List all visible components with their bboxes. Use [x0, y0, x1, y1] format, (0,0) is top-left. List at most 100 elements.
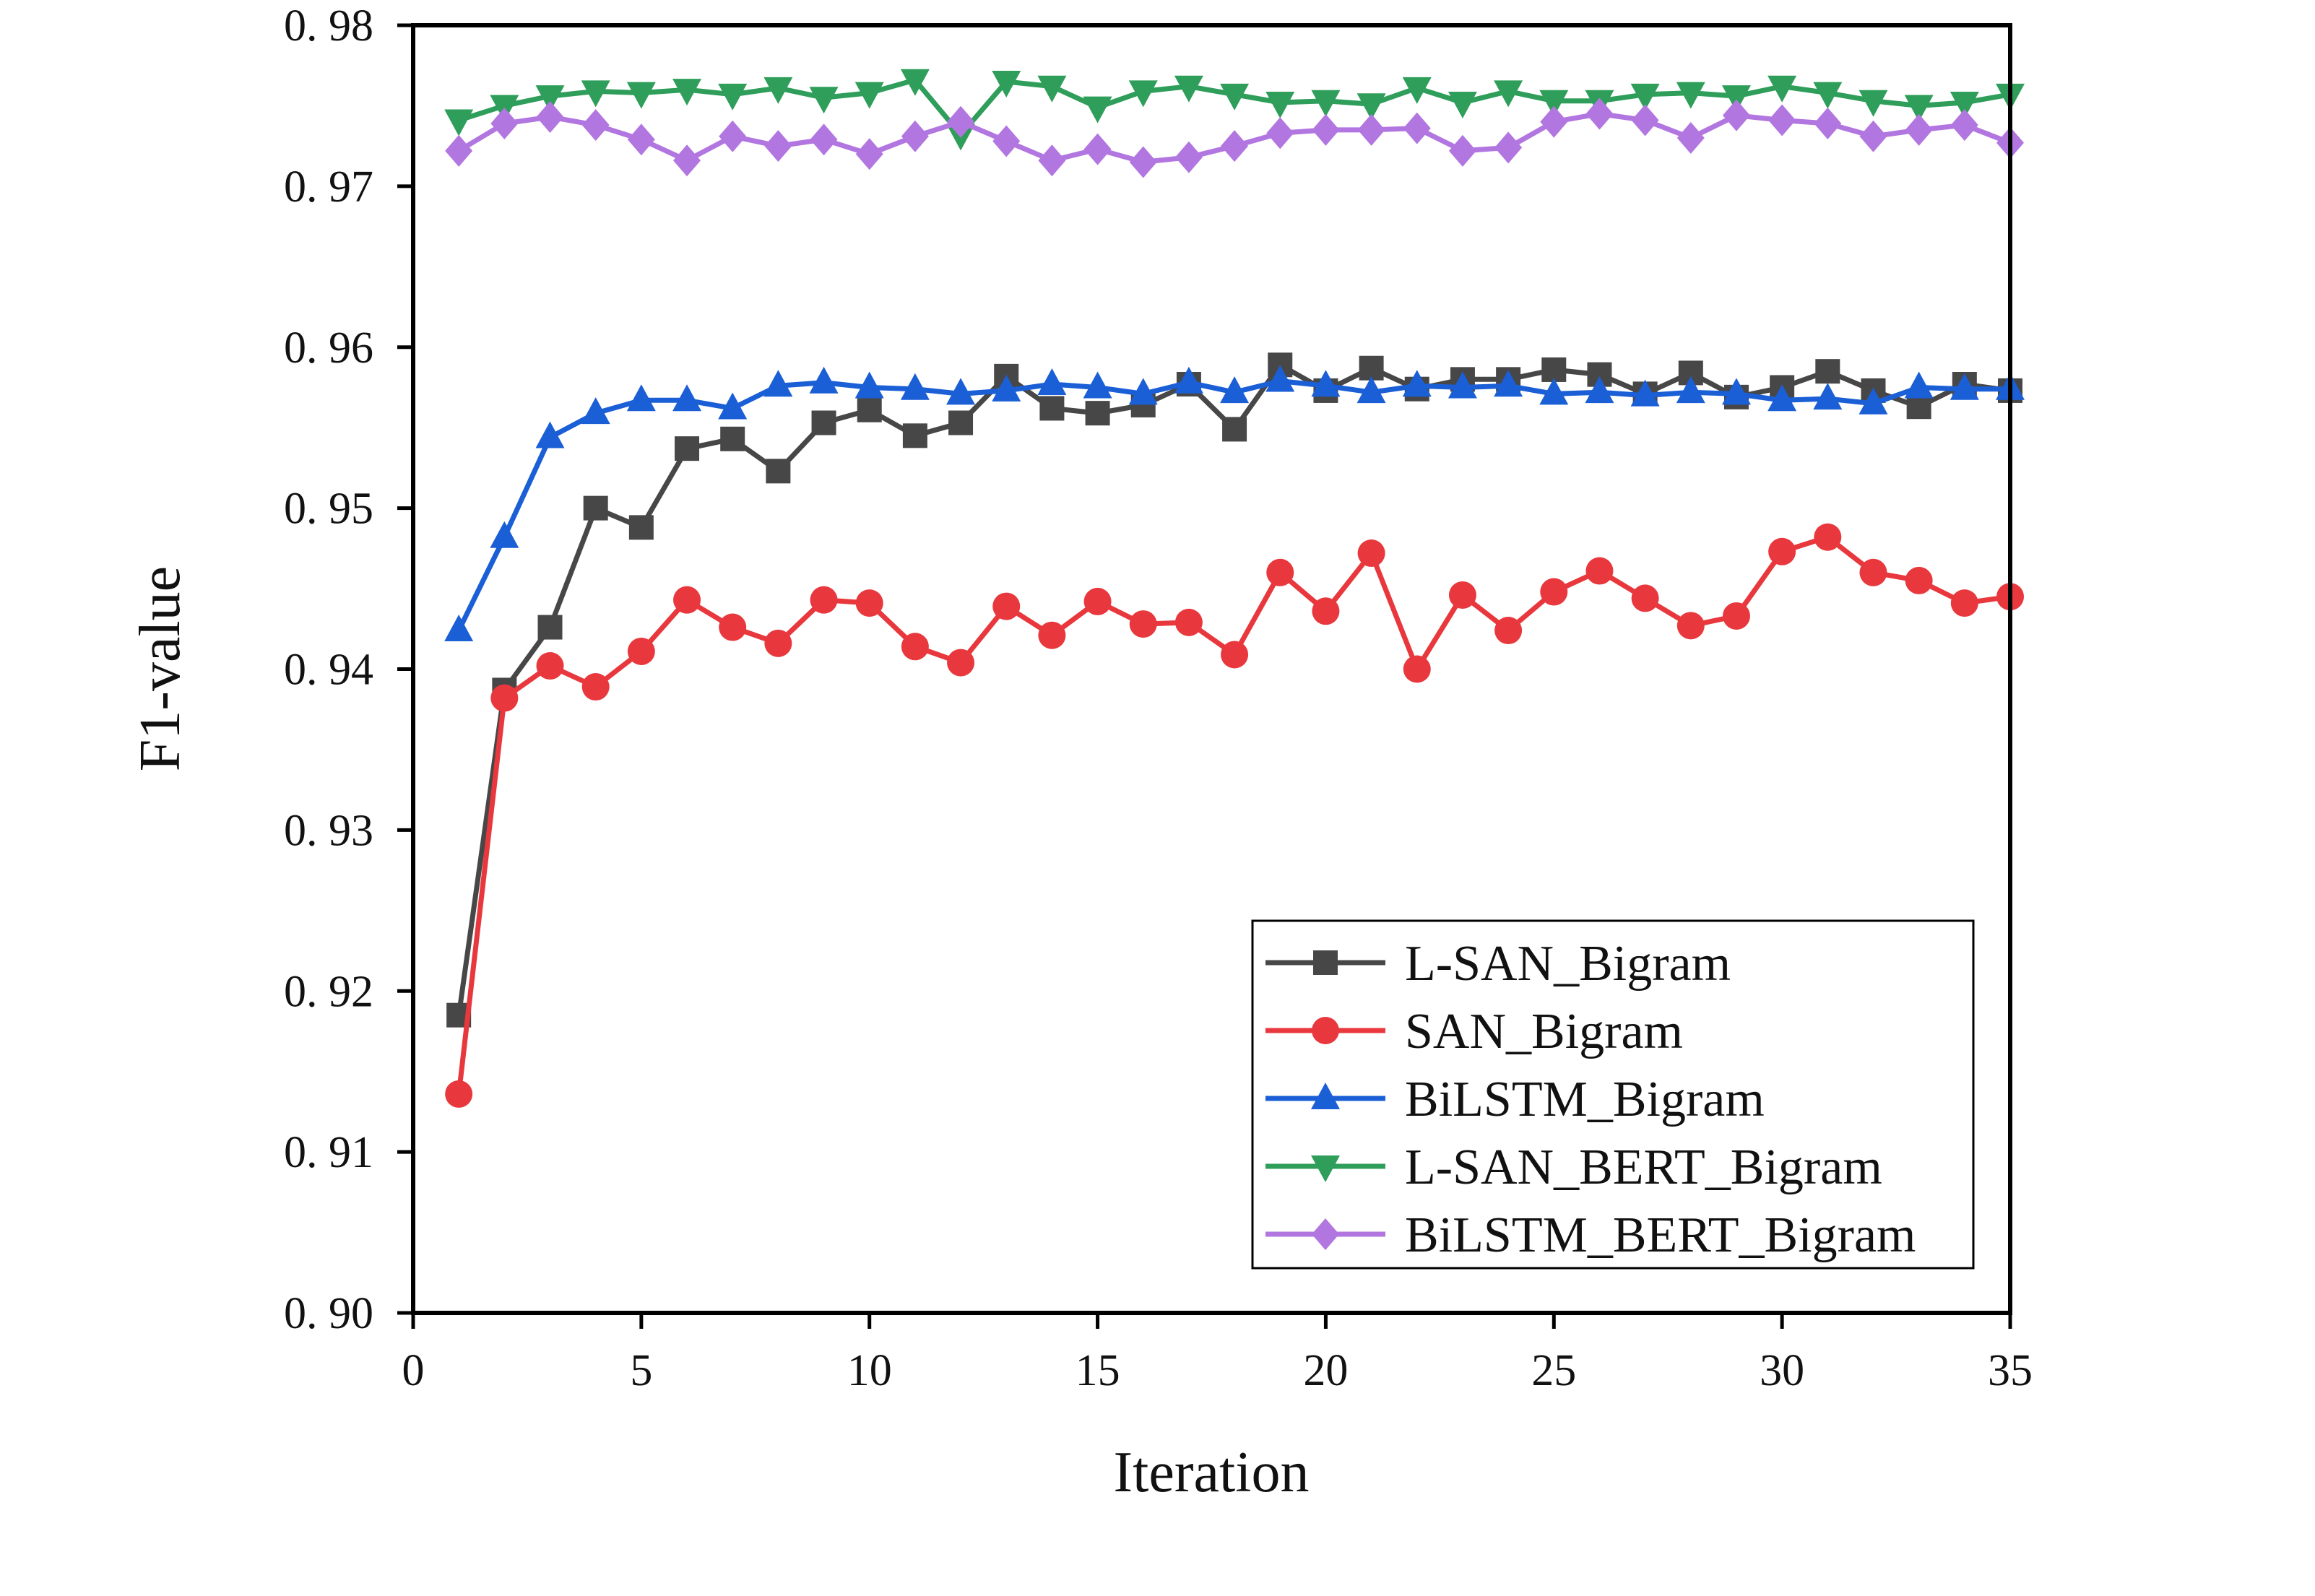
data-point-bilstm-bert-bigram — [1266, 117, 1294, 149]
data-point-l-san-bert-bigram — [672, 79, 702, 106]
data-point-san-bigram — [1083, 587, 1112, 615]
data-point-bilstm-bigram — [809, 366, 839, 394]
data-point-san-bigram — [1174, 608, 1203, 636]
data-point-san-bigram — [1403, 655, 1431, 683]
legend-box — [1251, 919, 1975, 1270]
y-tick-label: 0. 98 — [284, 1, 373, 51]
data-point-san-bigram — [1905, 566, 1933, 594]
data-point-l-san-bert-bigram — [1494, 80, 1523, 108]
data-point-bilstm-bigram — [1630, 379, 1660, 407]
data-point-bilstm-bigram — [900, 373, 930, 400]
data-point-l-san-bigram — [1815, 359, 1840, 384]
y-tick-label: 0. 94 — [284, 646, 373, 695]
data-point-l-san-bigram — [583, 495, 608, 521]
y-tick-label: 0. 97 — [284, 162, 373, 212]
data-point-san-bigram — [764, 629, 792, 657]
data-point-bilstm-bert-bigram — [1221, 130, 1249, 162]
data-point-l-san-bert-bigram — [1859, 90, 1888, 117]
data-point-l-san-bert-bigram — [1311, 90, 1341, 117]
data-point-bilstm-bigram — [1721, 378, 1751, 405]
data-point-l-san-bigram — [902, 423, 927, 448]
data-point-san-bigram — [1357, 539, 1385, 568]
legend-marker — [1312, 1017, 1339, 1044]
data-point-bilstm-bert-bigram — [1768, 104, 1796, 136]
data-point-l-san-bert-bigram — [1448, 91, 1477, 118]
data-point-bilstm-bigram — [672, 384, 702, 412]
data-point-bilstm-bigram — [1448, 371, 1477, 399]
data-point-san-bigram — [992, 592, 1021, 620]
data-point-bilstm-bert-bigram — [490, 107, 519, 139]
data-point-l-san-bert-bigram — [1767, 75, 1797, 103]
data-point-bilstm-bert-bigram — [1540, 105, 1568, 138]
data-point-bilstm-bigram — [1859, 387, 1888, 415]
series-bilstm-bigram — [444, 365, 2025, 642]
data-point-bilstm-bert-bigram — [1403, 112, 1431, 144]
data-point-l-san-bert-bigram — [626, 82, 656, 109]
data-point-bilstm-bert-bigram — [1129, 146, 1157, 178]
legend-item-l-san-bert-bigram: L-SAN_BERT_Bigram — [1265, 1140, 1882, 1195]
data-point-l-san-bigram — [537, 615, 563, 640]
data-point-l-san-bert-bigram — [1083, 96, 1112, 123]
data-point-l-san-bert-bigram — [1037, 75, 1067, 103]
x-tick-label: 20 — [1303, 1346, 1348, 1395]
data-point-san-bigram — [1221, 641, 1249, 669]
data-point-san-bigram — [1631, 584, 1659, 612]
data-point-l-san-bert-bigram — [1265, 91, 1295, 118]
data-point-bilstm-bert-bigram — [855, 138, 883, 170]
data-point-bilstm-bert-bigram — [1585, 97, 1614, 130]
data-point-san-bigram — [1950, 589, 1978, 617]
data-point-l-san-bert-bigram — [1174, 75, 1203, 103]
data-point-bilstm-bigram — [718, 392, 748, 420]
y-tick-label: 0. 95 — [284, 485, 373, 534]
data-point-bilstm-bigram — [992, 374, 1021, 402]
y-tick-label: 0. 92 — [284, 967, 373, 1016]
data-point-bilstm-bert-bigram — [1722, 99, 1750, 131]
data-point-bilstm-bigram — [1904, 371, 1934, 399]
data-point-san-bigram — [1814, 523, 1842, 551]
legend-item-l-san-bigram: L-SAN_Bigram — [1265, 936, 1731, 992]
legend-item-san-bigram: SAN_Bigram — [1265, 1004, 1683, 1059]
data-point-bilstm-bert-bigram — [810, 123, 838, 156]
data-point-l-san-bert-bigram — [900, 69, 930, 96]
y-axis: 0. 90 0. 91 0. 92 0. 93 0. 94 0. 95 0. 96 0. 97… — [284, 1, 413, 1338]
data-point-bilstm-bert-bigram — [947, 105, 975, 138]
data-point-bilstm-bert-bigram — [1859, 120, 1887, 152]
data-point-bilstm-bert-bigram — [673, 144, 701, 177]
y-tick-label: 0. 91 — [284, 1128, 373, 1177]
data-point-l-san-bigram — [811, 410, 836, 435]
data-point-san-bigram — [719, 613, 747, 641]
y-tick-label: 0. 93 — [284, 806, 373, 855]
data-point-l-san-bigram — [1359, 355, 1384, 381]
data-point-bilstm-bigram — [854, 371, 884, 399]
data-point-l-san-bigram — [1906, 394, 1931, 420]
legend: L-SAN_Bigram SAN_Bigram BiLSTM_Bigram L-SAN… — [1251, 919, 1975, 1270]
data-point-l-san-bert-bigram — [809, 87, 839, 114]
data-point-bilstm-bert-bigram — [764, 130, 792, 162]
data-point-l-san-bert-bigram — [444, 109, 474, 136]
legend-label: BiLSTM_BERT_Bigram — [1405, 1207, 1916, 1263]
legend-label: L-SAN_Bigram — [1405, 936, 1731, 992]
data-point-l-san-bigram — [628, 515, 654, 540]
data-point-san-bigram — [1266, 558, 1294, 586]
legend-marker — [1311, 1155, 1340, 1182]
data-point-bilstm-bigram — [1767, 384, 1797, 412]
data-point-san-bigram — [1540, 578, 1568, 606]
data-point-san-bigram — [1859, 558, 1887, 586]
x-tick-label: 5 — [630, 1346, 652, 1395]
data-point-bilstm-bigram — [1676, 376, 1705, 404]
data-point-bilstm-bigram — [444, 615, 474, 642]
legend-label: SAN_Bigram — [1405, 1004, 1683, 1059]
data-point-bilstm-bigram — [626, 384, 656, 412]
data-point-bilstm-bigram — [535, 421, 565, 448]
data-point-l-san-bigram — [948, 410, 974, 435]
data-point-l-san-bigram — [1085, 401, 1110, 426]
data-point-l-san-bert-bigram — [1356, 93, 1386, 121]
data-point-bilstm-bert-bigram — [1038, 144, 1066, 177]
series-layer — [444, 69, 2025, 1108]
data-point-l-san-bigram — [857, 397, 882, 422]
x-axis: 0 5 10 15 20 25 30 35 — [402, 1313, 2033, 1395]
series-san-bigram — [445, 523, 2024, 1108]
data-point-bilstm-bigram — [1402, 370, 1432, 397]
